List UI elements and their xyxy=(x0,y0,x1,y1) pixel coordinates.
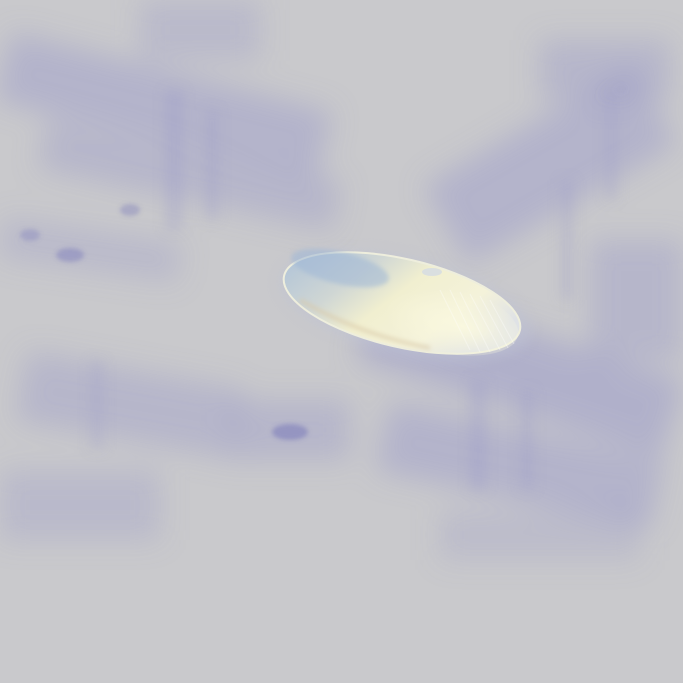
elongated-object xyxy=(282,248,522,356)
specks xyxy=(20,204,308,440)
vertical-streaks xyxy=(90,90,617,490)
